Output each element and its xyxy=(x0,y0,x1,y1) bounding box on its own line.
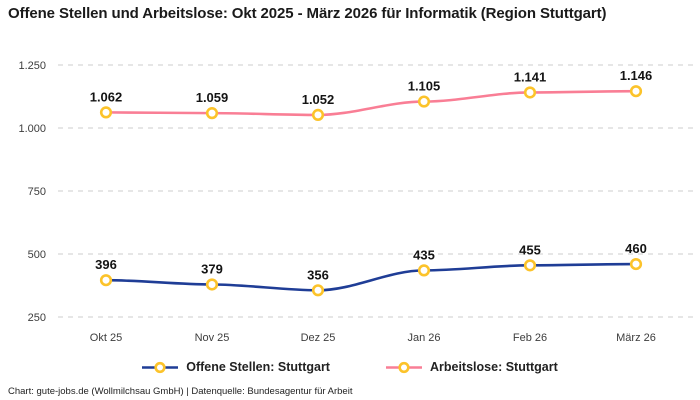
legend-label: Arbeitslose: Stuttgart xyxy=(429,360,558,374)
y-tick-label: 1.250 xyxy=(18,60,46,72)
data-point-marker-offene-stellen-stuttgart[interactable] xyxy=(629,257,643,271)
data-point-marker-arbeitslose-stuttgart[interactable] xyxy=(205,107,219,120)
data-point-label-arbeitslose-stuttgart: 1.059 xyxy=(196,90,229,105)
data-point-marker-offene-stellen-stuttgart[interactable] xyxy=(311,284,325,297)
data-point-marker-arbeitslose-stuttgart[interactable] xyxy=(629,85,643,98)
data-point-marker-offene-stellen-stuttgart[interactable] xyxy=(417,264,431,277)
data-point-marker-arbeitslose-stuttgart[interactable] xyxy=(311,108,325,121)
legend-line-marker-icon xyxy=(385,361,422,373)
y-tick-label: 1.000 xyxy=(18,123,46,135)
data-point-label-offene-stellen-stuttgart: 435 xyxy=(413,247,435,262)
data-point-marker-arbeitslose-stuttgart[interactable] xyxy=(417,95,431,108)
data-point-label-arbeitslose-stuttgart: 1.141 xyxy=(514,69,547,84)
y-tick-label: 250 xyxy=(28,312,46,324)
data-point-label-arbeitslose-stuttgart: 1.062 xyxy=(90,89,123,104)
y-tick-label: 500 xyxy=(28,249,46,261)
data-point-label-offene-stellen-stuttgart: 460 xyxy=(625,241,647,256)
legend-line-marker-icon xyxy=(142,361,179,373)
chart-title: Offene Stellen und Arbeitslose: Okt 2025… xyxy=(8,5,607,22)
data-point-label-offene-stellen-stuttgart: 396 xyxy=(95,257,117,272)
x-tick-label: Dez 25 xyxy=(301,332,336,344)
x-tick-label: Okt 25 xyxy=(90,332,122,344)
series-line-arbeitslose-stuttgart xyxy=(105,89,637,117)
series-line-offene-stellen-stuttgart xyxy=(105,262,637,292)
data-point-marker-offene-stellen-stuttgart[interactable] xyxy=(523,259,537,272)
data-point-marker-arbeitslose-stuttgart[interactable] xyxy=(523,86,537,99)
data-point-label-offene-stellen-stuttgart: 455 xyxy=(519,242,541,257)
line-chart-plot-area: 250 500 750 1.000 1.250 Okt 25 Nov 25 Dez 25 Jan… xyxy=(18,60,696,344)
x-tick-label: Nov 25 xyxy=(195,332,230,344)
data-point-label-arbeitslose-stuttgart: 1.105 xyxy=(408,79,441,94)
data-point-label-arbeitslose-stuttgart: 1.052 xyxy=(302,92,335,107)
data-point-marker-offene-stellen-stuttgart[interactable] xyxy=(205,278,219,291)
chart-attribution: Chart: gute-jobs.de (Wollmilchsau GmbH) … xyxy=(8,386,353,397)
x-tick-label: Feb 26 xyxy=(513,332,547,344)
chart-legend: Offene Stellen: Stuttgart Arbeitslose: St… xyxy=(0,356,700,378)
legend-item[interactable]: Arbeitslose: Stuttgart xyxy=(385,360,558,374)
data-point-marker-offene-stellen-stuttgart[interactable] xyxy=(99,274,113,287)
x-tick-label: Jan 26 xyxy=(407,332,440,344)
data-point-label-arbeitslose-stuttgart: 1.146 xyxy=(620,68,653,83)
data-point-marker-arbeitslose-stuttgart[interactable] xyxy=(99,106,113,119)
data-point-label-offene-stellen-stuttgart: 356 xyxy=(307,267,329,282)
data-point-label-offene-stellen-stuttgart: 379 xyxy=(201,261,223,276)
legend-item[interactable]: Offene Stellen: Stuttgart xyxy=(142,360,330,374)
legend-label: Offene Stellen: Stuttgart xyxy=(186,360,330,374)
x-tick-label: März 26 xyxy=(616,332,656,344)
y-tick-label: 750 xyxy=(28,186,46,198)
